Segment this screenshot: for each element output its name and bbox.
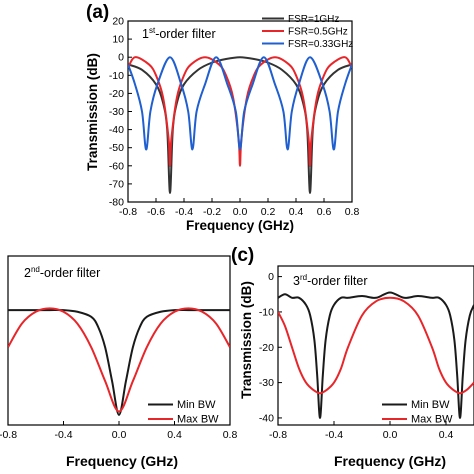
x-tick-label: -0.8 — [119, 206, 137, 218]
legend-label: Min BW — [411, 399, 450, 411]
y-tick-label: -20 — [109, 88, 124, 100]
x-tick-label: 0.8 — [223, 429, 238, 441]
series-line-1 — [278, 296, 474, 395]
y-tick-label: -80 — [109, 197, 124, 209]
x-tick-label: 0.0 — [383, 429, 398, 441]
series-line-0 — [128, 56, 352, 194]
panel-c: (c) 3rd-order filter Frequency (GHz) Tra… — [231, 245, 474, 469]
panel-c-legend: Min BW Max BW — [382, 399, 453, 426]
panel-c-x-axis-label: Frequency (GHz) — [334, 453, 446, 469]
x-tick-label: 0.4 — [439, 429, 454, 441]
x-tick-label: 0.6 — [317, 206, 332, 218]
x-tick-label: 0.4 — [167, 429, 182, 441]
panel-b-legend: Min BW Max BW — [148, 399, 219, 426]
panel-b-ticks: -0.8 -0.4 0.0 0.4 0.8 — [0, 421, 237, 441]
y-tick-label: 10 — [112, 34, 124, 46]
y-tick-label: -30 — [109, 106, 124, 118]
x-tick-label: -0.4 — [54, 429, 72, 441]
series-line-1 — [8, 307, 230, 413]
panel-c-letter: (c) — [231, 245, 254, 266]
y-tick-label: -60 — [109, 160, 124, 172]
panel-b-order-title: 2nd-order filter — [24, 265, 100, 280]
panel-a-letter: (a) — [86, 2, 109, 23]
x-tick-label: -0.8 — [269, 429, 287, 441]
y-tick-label: 20 — [112, 16, 124, 28]
panel-b-x-axis-label: Frequency (GHz) — [66, 453, 178, 469]
series-line-0 — [278, 291, 474, 419]
x-tick-label: -0.4 — [325, 429, 343, 441]
y-tick-label: 0 — [118, 52, 124, 64]
panel-c-order-title: 3rd-order filter — [293, 273, 368, 288]
panel-a-curves — [128, 56, 352, 194]
legend-label: Max BW — [411, 414, 453, 426]
y-tick-label: -50 — [109, 142, 124, 154]
panel-c-plot-frame — [277, 265, 474, 426]
panel-a-x-axis-label: Frequency (GHz) — [186, 218, 294, 233]
x-tick-label: 0.0 — [233, 206, 248, 218]
y-tick-label: -20 — [259, 342, 274, 354]
panel-a-order-title: 1st-order filter — [142, 26, 216, 41]
series-line-2 — [128, 56, 352, 151]
x-tick-label: -0.2 — [203, 206, 221, 218]
y-tick-label: 0 — [268, 271, 274, 283]
panel-b: 2nd-order filter Frequency (GHz) -0.8 -0.… — [0, 255, 237, 469]
panel-a: (a) 1st-order filter Frequency (GHz) Tra… — [85, 2, 359, 233]
y-tick-label: -40 — [259, 412, 274, 424]
y-tick-label: -70 — [109, 178, 124, 190]
legend-label: FSR=1GHz — [288, 14, 339, 25]
panel-c-ticks: -0.8 -0.4 0.0 0.4 0 -10 -20 -30 -40 — [259, 271, 454, 441]
x-tick-label: -0.6 — [147, 206, 165, 218]
x-tick-label: 0.4 — [289, 206, 304, 218]
x-tick-label: 0.2 — [261, 206, 276, 218]
panel-a-ticks: -0.8 -0.6 -0.4 -0.2 0.0 0.2 0.4 0.6 0.8 20 10 0 -10 -… — [109, 16, 360, 219]
x-tick-label: 0.0 — [112, 429, 127, 441]
y-tick-label: -30 — [259, 377, 274, 389]
x-tick-label: -0.4 — [175, 206, 193, 218]
panel-a-y-axis-label: Transmission (dB) — [85, 53, 100, 171]
legend-label: Max BW — [177, 414, 219, 426]
series-line-0 — [8, 308, 230, 416]
y-tick-label: -40 — [109, 124, 124, 136]
x-tick-label: -0.8 — [0, 429, 17, 441]
panel-c-y-axis-label: Transmission (dB) — [239, 281, 254, 399]
legend-label: Min BW — [177, 399, 216, 411]
y-tick-label: -10 — [109, 70, 124, 82]
x-tick-label: 0.8 — [345, 206, 360, 218]
y-tick-label: -10 — [259, 306, 274, 318]
legend-label: FSR=0.33GHz — [288, 39, 353, 50]
panel-b-curves — [8, 307, 230, 416]
series-line-1 — [128, 56, 352, 167]
legend-label: FSR=0.5GHz — [288, 27, 348, 38]
panel-c-curves — [278, 291, 474, 419]
